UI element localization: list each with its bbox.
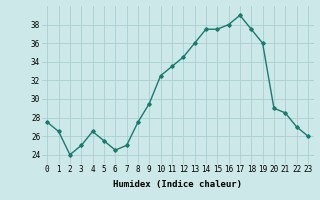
X-axis label: Humidex (Indice chaleur): Humidex (Indice chaleur) — [113, 180, 242, 189]
